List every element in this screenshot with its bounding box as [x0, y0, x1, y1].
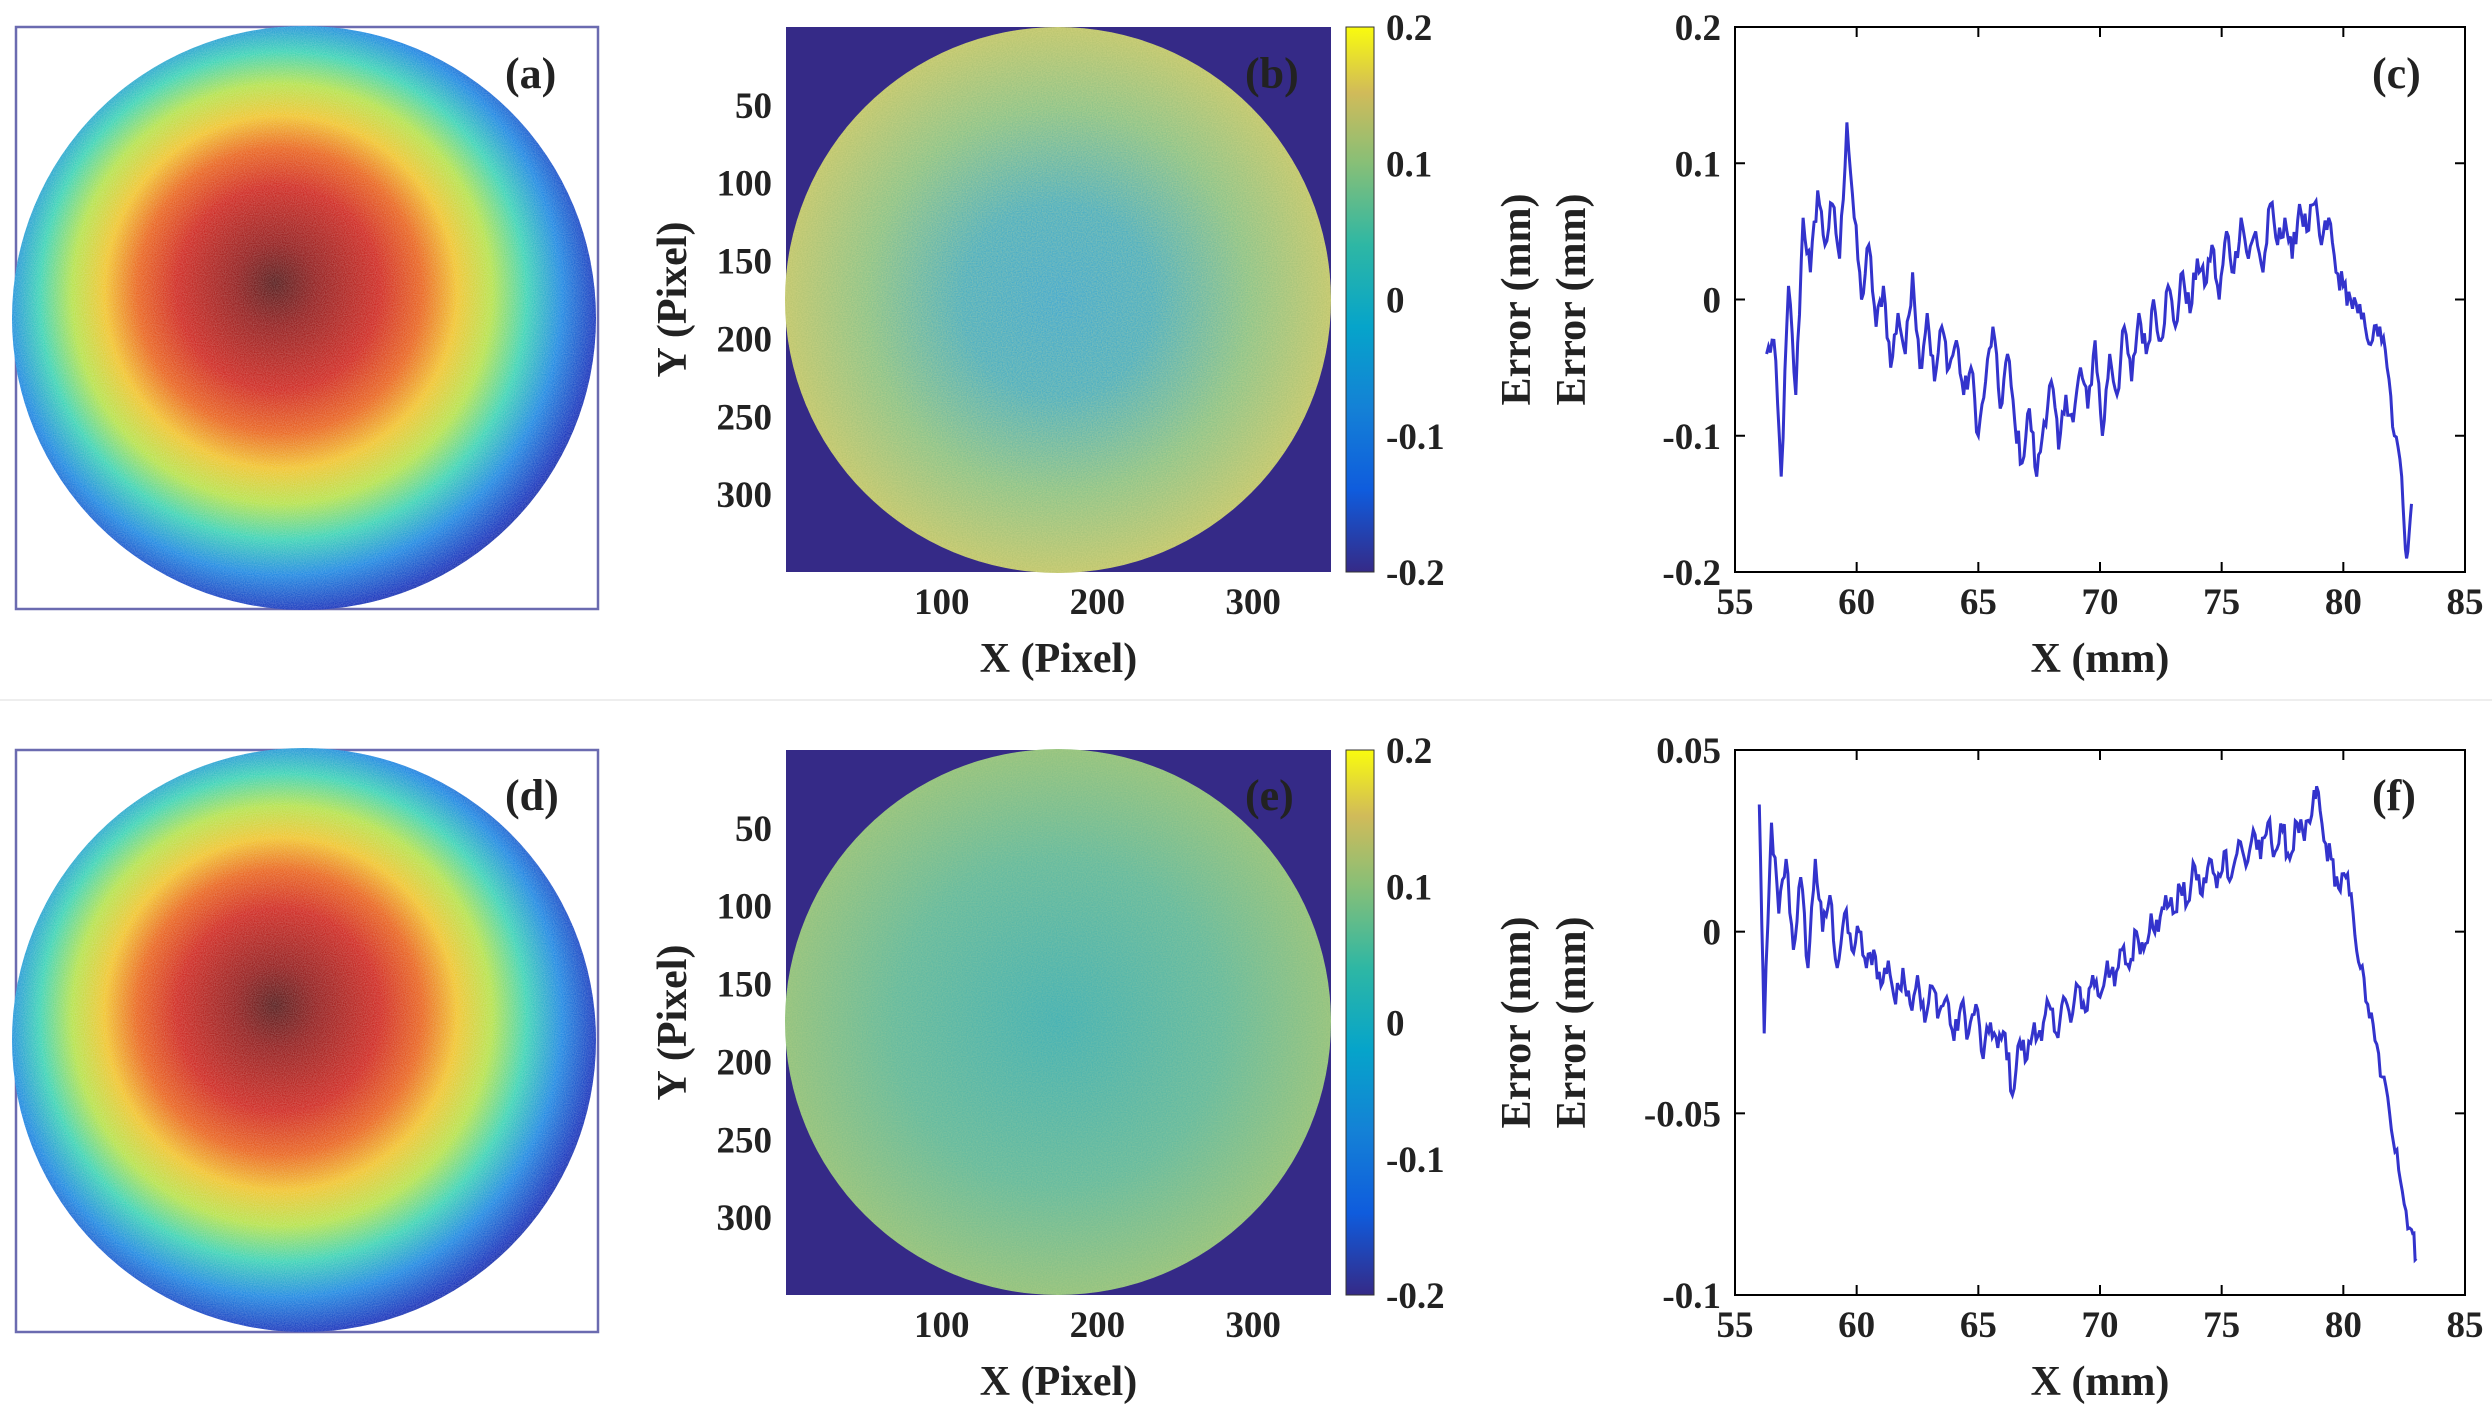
- x-tick-label: 200: [1070, 582, 1126, 623]
- y-tick-label: 250: [717, 397, 773, 438]
- y-tick-label: 250: [717, 1120, 773, 1161]
- colorbar-tick-label: -0.2: [1386, 1276, 1445, 1317]
- panel-label-b: (b): [1245, 49, 1299, 98]
- y-axis-label: Y (Pixel): [650, 222, 696, 378]
- y-tick-label: 50: [735, 86, 772, 127]
- y-tick-label: 50: [735, 809, 772, 850]
- y-tick-label: -0.1: [1662, 417, 1721, 458]
- axes-c: 55 60 65 70 75 80 85 0.2 0.1 0 -0.1 -0.2 X (mm) Error…: [1549, 8, 2484, 682]
- panel-label-c: (c): [2372, 49, 2421, 98]
- y-axis-label: Error (mm): [1549, 917, 1595, 1129]
- x-axis-label: X (mm): [2031, 636, 2170, 682]
- x-tick-label: 75: [2203, 1305, 2240, 1346]
- x-tick-label: 70: [2082, 582, 2119, 623]
- colorbar-tick-label: 0: [1386, 1004, 1405, 1045]
- colorbar-b: [1345, 26, 1375, 573]
- axes-e: 100 200 300 50 100 150 200 250 300 X (Pixel) Y (Pi…: [650, 809, 1281, 1405]
- y-tick-label: 150: [717, 242, 773, 283]
- y-tick-label: 150: [717, 965, 773, 1006]
- axes-b: 100 200 300 50 100 150 200 250 300 X (Pixel) Y (Pi…: [650, 86, 1281, 682]
- colorbar-label: Error (mm): [1494, 194, 1540, 406]
- plot-f-frame: [1734, 749, 2466, 1296]
- colorbar-tick-label: 0.1: [1386, 867, 1432, 908]
- x-tick-label: 200: [1070, 1305, 1126, 1346]
- x-tick-label: 100: [914, 1305, 970, 1346]
- x-axis-label: X (Pixel): [980, 636, 1137, 682]
- panel-label-f: (f): [2372, 771, 2416, 820]
- x-tick-label: 70: [2082, 1305, 2119, 1346]
- y-tick-label: 0: [1703, 913, 1722, 954]
- axes-f: 55 60 65 70 75 80 85 0.05 0 -0.05 -0.1 X (mm) Error …: [1549, 731, 2484, 1405]
- profile-line-f: [1757, 785, 2418, 1264]
- colorbar-tick-label: 0: [1386, 281, 1405, 322]
- panel-c: (c) 55 60 65 70 75 80 85 0.2 0.1 0 -0.1 -0.2 X (mm) E…: [1549, 8, 2484, 682]
- panel-label-d: (d): [505, 771, 559, 820]
- colorbar-tick-label: 0.2: [1386, 731, 1432, 772]
- x-tick-label: 60: [1838, 1305, 1875, 1346]
- x-tick-label: 75: [2203, 582, 2240, 623]
- colorbar-tick-label: -0.2: [1386, 553, 1445, 594]
- colorbar-label: Error (mm): [1494, 917, 1540, 1129]
- profile-line-c: [1765, 122, 2413, 559]
- surface-texture-d: [12, 748, 596, 1332]
- x-axis-label: X (mm): [2031, 1359, 2170, 1405]
- y-tick-label: 100: [717, 164, 773, 205]
- surface-texture-a: [12, 26, 596, 610]
- y-tick-label: 200: [717, 1042, 773, 1083]
- x-tick-label: 300: [1225, 1305, 1281, 1346]
- panel-f: (f) 55 60 65 70 75 80 85 0.05 0 -0.05 -0.1 X (mm) Er…: [1549, 731, 2484, 1405]
- colorbar-tick-label: 0.2: [1386, 8, 1432, 49]
- y-tick-label: 300: [717, 1198, 773, 1239]
- panel-b: (b) 100 200 300 50 100 150 200 250 300 X (Pixel) Y…: [650, 8, 1540, 682]
- y-tick-label: 0.2: [1675, 8, 1721, 49]
- x-tick-label: 80: [2325, 582, 2362, 623]
- x-tick-label: 100: [914, 582, 970, 623]
- panel-label-a: (a): [505, 49, 556, 98]
- colorbar-ticks-e: 0.2 0.1 0 -0.1 -0.2 Error (mm): [1386, 731, 1540, 1317]
- y-axis-label: Y (Pixel): [650, 945, 696, 1101]
- x-axis-label: X (Pixel): [980, 1359, 1137, 1405]
- panel-label-e: (e): [1245, 771, 1294, 820]
- panel-a: (a): [12, 25, 600, 611]
- colorbar-ticks-b: 0.2 0.1 0 -0.1 -0.2 Error (mm): [1386, 8, 1540, 594]
- error-texture-b: [785, 27, 1331, 573]
- panel-e: (e) 100 200 300 50 100 150 200 250 300 X (Pixel) Y…: [650, 731, 1540, 1405]
- x-tick-label: 85: [2447, 1305, 2484, 1346]
- panel-d: (d): [12, 748, 600, 1334]
- y-tick-label: -0.1: [1662, 1276, 1721, 1317]
- error-texture-e: [785, 749, 1331, 1295]
- y-tick-label: 100: [717, 887, 773, 928]
- x-tick-label: 55: [1717, 582, 1754, 623]
- colorbar-e: [1345, 749, 1375, 1296]
- y-tick-label: -0.05: [1644, 1094, 1721, 1135]
- y-tick-label: 0.05: [1656, 731, 1721, 772]
- x-tick-label: 60: [1838, 582, 1875, 623]
- y-tick-label: 0: [1703, 281, 1722, 322]
- x-tick-label: 65: [1960, 582, 1997, 623]
- y-tick-label: 0.1: [1675, 144, 1721, 185]
- x-tick-label: 300: [1225, 582, 1281, 623]
- colorbar-tick-label: -0.1: [1386, 1140, 1445, 1181]
- y-tick-label: 200: [717, 319, 773, 360]
- colorbar-tick-label: -0.1: [1386, 417, 1445, 458]
- colorbar-tick-label: 0.1: [1386, 144, 1432, 185]
- y-axis-label: Error (mm): [1549, 194, 1595, 406]
- x-tick-label: 85: [2447, 582, 2484, 623]
- x-tick-label: 55: [1717, 1305, 1754, 1346]
- y-tick-label: -0.2: [1662, 553, 1721, 594]
- y-tick-label: 300: [717, 475, 773, 516]
- x-tick-label: 65: [1960, 1305, 1997, 1346]
- x-tick-label: 80: [2325, 1305, 2362, 1346]
